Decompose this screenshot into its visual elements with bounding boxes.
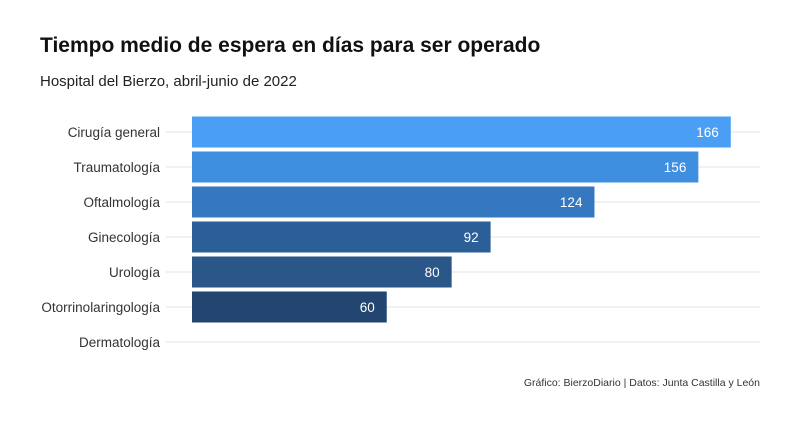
y-tick-label: Dermatología <box>79 335 161 350</box>
bar <box>192 186 595 218</box>
chart-title: Tiempo medio de espera en días para ser … <box>40 34 541 57</box>
bar <box>192 151 699 183</box>
y-tick-label: Otorrinolaringología <box>41 300 160 315</box>
bar-value-label: 80 <box>425 265 440 280</box>
y-tick-label: Ginecología <box>88 230 161 245</box>
bar-value-label: 60 <box>360 300 375 315</box>
bar <box>192 221 491 253</box>
y-tick-label: Traumatología <box>73 160 160 175</box>
bar-value-label: 92 <box>464 230 479 245</box>
bar-value-label: 156 <box>664 160 687 175</box>
chart-subtitle: Hospital del Bierzo, abril-junio de 2022 <box>40 73 297 90</box>
chart-caption: Gráfico: BierzoDiario | Datos: Junta Cas… <box>523 377 760 389</box>
bar-value-label: 166 <box>696 125 719 140</box>
bar <box>192 256 452 288</box>
y-tick-label: Cirugía general <box>68 125 160 140</box>
bar <box>192 291 387 323</box>
bar-value-label: 124 <box>560 195 583 210</box>
y-tick-label: Urología <box>109 265 161 280</box>
bar <box>192 116 731 148</box>
y-tick-label: Oftalmología <box>83 195 160 210</box>
